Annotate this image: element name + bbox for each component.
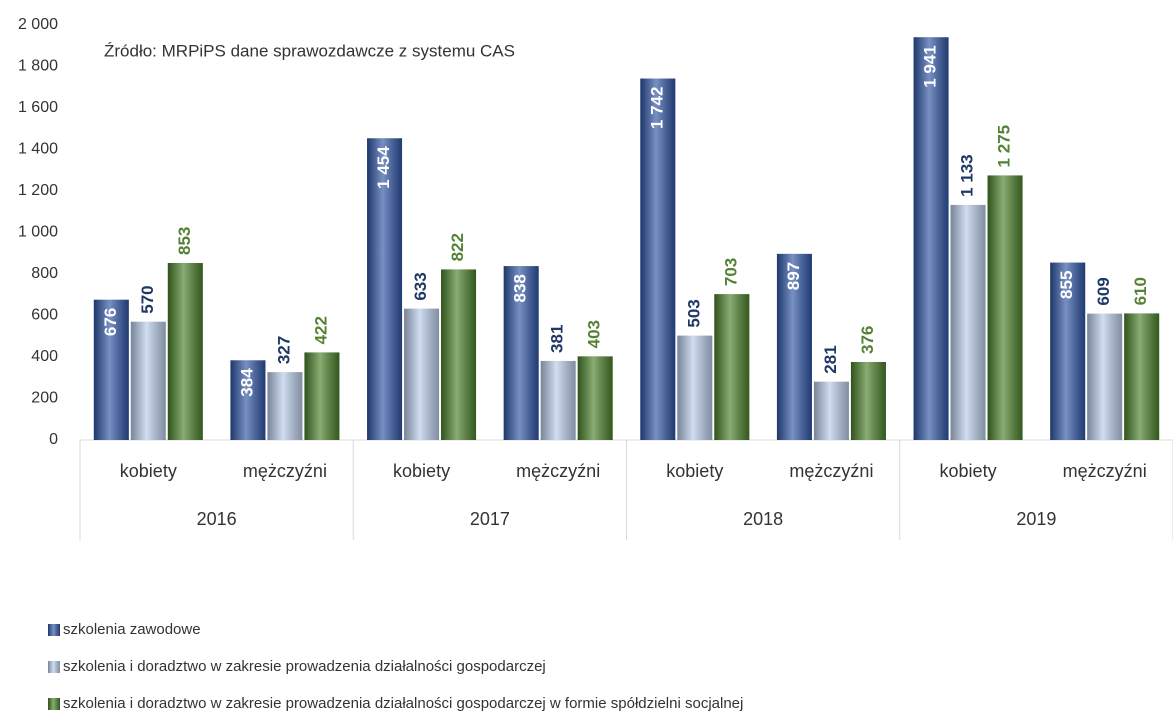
x-tick-label: kobiety [393,461,450,481]
value-label: 422 [311,316,330,344]
y-tick-label: 0 [49,431,58,448]
value-label: 281 [821,345,840,373]
x-tick-label: kobiety [120,461,177,481]
value-label: 384 [237,368,256,397]
value-label: 381 [548,325,567,353]
bar-shade [987,175,1023,440]
legend-label: szkolenia i doradztwo w zakresie prowadz… [63,695,743,712]
value-label: 633 [411,272,430,300]
x-tick-label: mężczyźni [243,461,327,481]
annotation: Źródło: MRPiPS dane sprawozdawcze z syst… [104,41,515,60]
y-tick-label: 200 [31,390,58,407]
x-tick-label: mężczyźni [1063,461,1147,481]
y-tick-label: 1 600 [18,99,58,116]
bar-shade [913,37,949,441]
bar-shade [503,266,539,440]
value-label: 676 [101,308,120,336]
legend-swatch-shade [48,624,60,636]
value-label: 1 133 [958,154,977,197]
bar-shade [850,361,886,440]
value-label: 327 [274,336,293,364]
y-tick-label: 600 [31,307,58,324]
value-label: 822 [448,233,467,261]
value-label: 570 [138,285,157,313]
value-label: 403 [585,320,604,348]
bar-shade [540,360,576,440]
y-tick-label: 2 000 [18,16,58,33]
bar-shade [367,138,403,441]
bar-shade [1050,262,1086,440]
group-label: 2019 [1016,509,1056,529]
bar-shade [776,253,812,440]
bar-shade [167,263,203,440]
bar-shade [813,381,849,440]
value-label: 1 742 [647,87,666,130]
bar-shade [577,356,613,440]
bar-shade [1124,313,1160,440]
group-label: 2017 [470,509,510,529]
y-tick-label: 400 [31,348,58,365]
bar-shade [130,321,166,440]
bar-shade [230,360,266,440]
value-label: 853 [175,227,194,255]
value-label: 610 [1131,277,1150,305]
group-label: 2018 [743,509,783,529]
legend-label: szkolenia i doradztwo w zakresie prowadz… [63,658,546,675]
legend-swatch-shade [48,661,60,673]
group-label: 2016 [197,509,237,529]
bar-shade [1087,313,1123,440]
value-label: 703 [721,258,740,286]
bar-shade [404,308,440,440]
value-label: 609 [1094,277,1113,305]
bar-shade [714,294,750,440]
value-label: 1 941 [921,45,940,88]
bar-shade [93,299,129,440]
bar-shade [267,372,303,440]
x-tick-label: kobiety [666,461,723,481]
y-tick-label: 1 400 [18,141,58,158]
value-label: 503 [684,299,703,327]
x-tick-label: kobiety [940,461,997,481]
value-label: 838 [511,274,530,302]
bar-shade [950,204,986,440]
y-tick-label: 1 000 [18,224,58,241]
value-label: 897 [784,262,803,290]
value-label: 1 454 [374,146,393,189]
value-label: 855 [1057,271,1076,299]
y-tick-label: 1 800 [18,58,58,75]
bar-shade [441,269,477,440]
y-tick-label: 1 200 [18,182,58,199]
value-label: 1 275 [995,125,1014,168]
value-label: 376 [858,326,877,354]
legend-swatch-shade [48,698,60,710]
y-tick-label: 800 [31,265,58,282]
bar-shade [677,335,713,440]
x-tick-label: mężczyźni [789,461,873,481]
bar-shade [304,352,340,440]
legend-label: szkolenia zawodowe [63,621,201,638]
bar-shade [640,78,676,440]
x-tick-label: mężczyźni [516,461,600,481]
